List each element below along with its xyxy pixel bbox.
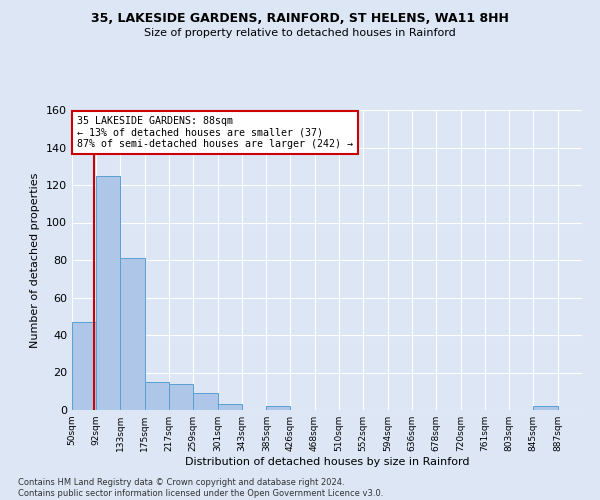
X-axis label: Distribution of detached houses by size in Rainford: Distribution of detached houses by size …	[185, 457, 469, 467]
Text: 35, LAKESIDE GARDENS, RAINFORD, ST HELENS, WA11 8HH: 35, LAKESIDE GARDENS, RAINFORD, ST HELEN…	[91, 12, 509, 26]
Text: 35 LAKESIDE GARDENS: 88sqm
← 13% of detached houses are smaller (37)
87% of semi: 35 LAKESIDE GARDENS: 88sqm ← 13% of deta…	[77, 116, 353, 149]
Text: Contains HM Land Registry data © Crown copyright and database right 2024.
Contai: Contains HM Land Registry data © Crown c…	[18, 478, 383, 498]
Text: Size of property relative to detached houses in Rainford: Size of property relative to detached ho…	[144, 28, 456, 38]
Bar	[72, 322, 97, 410]
Bar	[193, 393, 218, 410]
Bar	[266, 406, 290, 410]
Bar	[97, 176, 120, 410]
Y-axis label: Number of detached properties: Number of detached properties	[31, 172, 40, 348]
Bar	[218, 404, 242, 410]
Bar	[169, 384, 193, 410]
Bar	[120, 258, 145, 410]
Bar	[145, 382, 169, 410]
Bar	[533, 406, 557, 410]
